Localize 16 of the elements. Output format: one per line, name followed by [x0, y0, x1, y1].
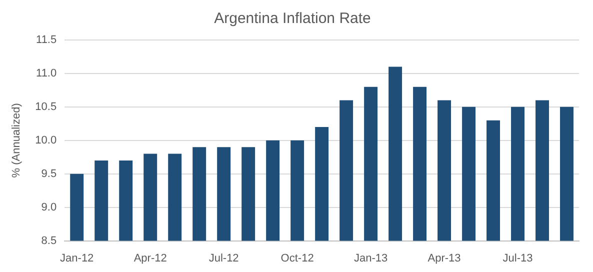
y-tick-label: 11.0: [36, 68, 57, 80]
y-tick-label: 11.5: [36, 34, 57, 46]
x-tick-label: Jul-12: [208, 252, 239, 264]
x-tick-label: Oct-12: [280, 252, 314, 264]
x-tick-label: Apr-12: [134, 252, 167, 264]
y-tick-label: 9.5: [41, 168, 57, 180]
x-tick-label: Apr-13: [428, 252, 461, 264]
y-axis-title: % (Annualized): [10, 103, 23, 178]
y-tick-label: 10.5: [35, 100, 57, 113]
chart-title: Argentina Inflation Rate: [214, 10, 371, 28]
x-tick-label: Jul-13: [502, 252, 533, 264]
y-tick-label: 9.0: [41, 201, 57, 214]
x-tick-label: Jan-13: [354, 252, 388, 264]
y-tick-label: 8.5: [41, 234, 57, 247]
y-tick-label: 10.0: [35, 134, 57, 146]
x-tick-label: Jan-12: [60, 252, 94, 264]
